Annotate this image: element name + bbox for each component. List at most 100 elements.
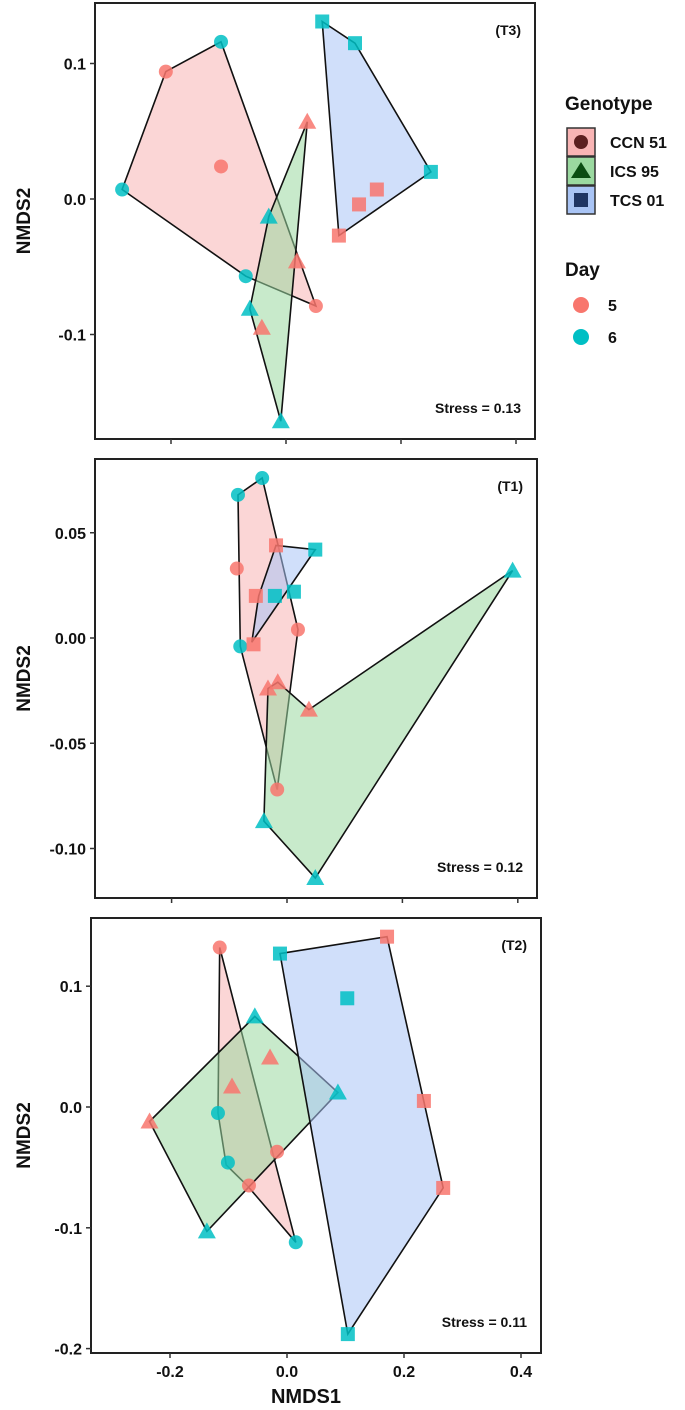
data-point	[340, 1327, 355, 1342]
data-point	[286, 584, 301, 599]
y-tick-label: 0.0	[64, 192, 86, 209]
square-icon	[574, 193, 588, 207]
data-point	[115, 182, 130, 197]
data-point	[140, 1112, 159, 1129]
x-tick-label: 0.4	[510, 1364, 532, 1381]
x-tick-label: 0.0	[276, 1364, 298, 1381]
data-point	[212, 940, 227, 955]
data-point	[261, 1048, 280, 1065]
plot-area	[140, 929, 451, 1342]
data-point	[503, 561, 522, 578]
plot-frame	[90, 917, 542, 1354]
data-point	[298, 112, 317, 129]
y-tick-label: 0.1	[64, 57, 86, 74]
data-point	[348, 36, 362, 51]
data-point	[331, 228, 346, 243]
stress-annotation: Stress = 0.13	[435, 400, 521, 416]
data-point	[248, 588, 263, 603]
panel-label: (T2)	[501, 937, 527, 953]
triangle-icon	[571, 162, 591, 178]
data-point	[270, 782, 285, 797]
legend: Genotype CCN 51 ICS 95 TCS 01 Day 5 6	[565, 94, 667, 347]
data-point	[271, 412, 290, 429]
data-point	[308, 542, 323, 557]
legend-label: CCN 51	[610, 135, 667, 152]
circle-icon	[573, 297, 589, 313]
data-point	[436, 1180, 451, 1195]
data-point	[340, 991, 355, 1006]
data-point	[246, 637, 261, 652]
data-point	[158, 64, 173, 79]
y-tick-label: 0.05	[55, 526, 86, 543]
data-point	[272, 946, 287, 961]
data-point	[306, 868, 325, 885]
legend-label: 5	[608, 298, 617, 315]
data-point	[214, 159, 229, 174]
data-point	[299, 700, 318, 717]
data-point	[255, 471, 270, 486]
data-point	[220, 1155, 235, 1170]
data-point	[238, 269, 253, 284]
legend-label: ICS 95	[610, 164, 659, 181]
data-point	[287, 252, 306, 269]
data-point	[328, 1083, 347, 1100]
data-point	[268, 673, 287, 690]
y-tick-label: -0.2	[54, 1342, 82, 1359]
legend-title-day: Day	[565, 260, 600, 281]
data-point	[270, 1144, 285, 1159]
y-axis-title: NMDS2	[14, 1102, 35, 1169]
data-point	[269, 538, 284, 553]
y-tick-label: 0.00	[55, 631, 86, 648]
stress-annotation: Stress = 0.12	[437, 859, 523, 875]
data-point	[254, 812, 273, 829]
panel-t2: -0.2 0.0 0.2 0.4 0.1 0.0 -0.1 -0.2 NMDS2 NMDS1 (T2…	[14, 917, 542, 1408]
circle-icon	[574, 135, 588, 149]
data-point	[308, 299, 323, 314]
data-point	[223, 1077, 242, 1094]
plot-frame	[94, 2, 536, 440]
legend-label: 6	[608, 330, 617, 347]
panel-t1: 0.05 0.00 -0.05 -0.10 NMDS2 (T1) Stress = 0.12	[14, 458, 538, 903]
data-point	[240, 299, 259, 316]
panel-label: (T3)	[495, 22, 521, 38]
legend-label: TCS 01	[610, 193, 664, 210]
data-point	[230, 487, 245, 502]
hull-tcs-01	[279, 935, 445, 1337]
data-point	[229, 561, 244, 576]
data-point	[259, 207, 278, 224]
data-point	[233, 639, 248, 654]
data-point	[290, 622, 305, 637]
y-tick-label: -0.1	[54, 1221, 82, 1238]
data-point	[214, 34, 229, 49]
x-tick-label: -0.2	[156, 1364, 184, 1381]
x-axis-title: NMDS1	[271, 1386, 341, 1408]
data-point	[315, 14, 330, 29]
y-tick-label: -0.1	[58, 328, 86, 345]
y-tick-label: -0.10	[50, 842, 87, 859]
plot-frame	[94, 458, 538, 899]
y-axis-title: NMDS2	[14, 645, 35, 712]
circle-icon	[573, 329, 589, 345]
panel-label: (T1)	[497, 478, 523, 494]
legend-item-tcs-01: TCS 01	[566, 185, 664, 215]
y-axis-title: NMDS2	[14, 188, 35, 255]
data-point	[252, 318, 271, 335]
legend-item-ccn-51: CCN 51	[566, 127, 667, 157]
data-point	[416, 1093, 431, 1108]
data-point	[210, 1106, 225, 1121]
plot-area	[115, 14, 438, 429]
stress-annotation: Stress = 0.11	[442, 1314, 527, 1330]
data-point	[258, 679, 277, 696]
data-point	[288, 1235, 303, 1250]
hull-ics-95	[263, 569, 514, 880]
data-point	[241, 1178, 256, 1193]
x-tick-label: 0.2	[393, 1364, 415, 1381]
data-point	[352, 197, 367, 212]
hull-tcs-01	[321, 19, 432, 238]
legend-title-genotype: Genotype	[565, 94, 653, 115]
data-point	[423, 164, 438, 179]
legend-item-day-5: 5	[573, 297, 617, 315]
y-tick-label: -0.05	[50, 736, 87, 753]
data-point	[267, 588, 282, 603]
